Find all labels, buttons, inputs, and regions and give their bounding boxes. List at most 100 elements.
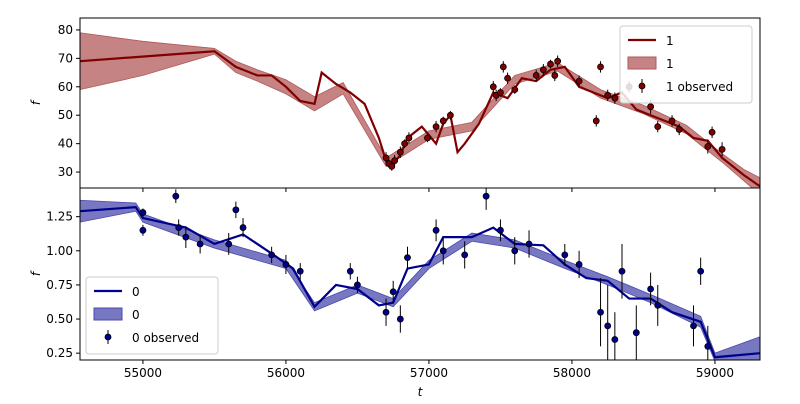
x-tick-label: 56000 [267,366,305,380]
legend-label: 0 [132,285,140,299]
observed-point [182,233,190,241]
confidence-band [80,199,760,360]
legend-marker [638,82,646,90]
observed-point [482,192,490,200]
observed-point [268,251,276,259]
observed-point [446,111,454,119]
observed-point [554,57,562,65]
observed-point [697,267,705,275]
observed-point [196,240,204,248]
observed-point [632,329,640,337]
observed-point [172,192,180,200]
legend-label: 1 [666,34,674,48]
observed-point [575,261,583,268]
observed-point [690,322,697,330]
y-axis-label: f [29,99,43,105]
observed-point [396,148,404,156]
observed-point [175,224,183,231]
observed-point [532,72,540,79]
observed-point [597,63,604,71]
legend-label: 1 [666,57,674,71]
observed-point [511,86,519,94]
observed-point [139,226,147,234]
legend-label: 0 [132,308,140,322]
observed-point [604,91,612,99]
observed-point [497,226,504,234]
observed-point [525,240,533,248]
legend-label: 1 observed [666,80,733,94]
observed-point [401,140,409,148]
legend-box [619,25,753,104]
legend-box [85,276,219,355]
legend-patch [627,56,657,70]
y-tick-label: 50 [58,108,73,122]
observed-point [225,240,233,248]
legend-patch [93,307,123,321]
observed-point [547,60,554,68]
observed-point [654,301,662,309]
observed-point [611,336,619,343]
observed-point [391,157,399,165]
observed-point [346,267,354,275]
observed-point [668,117,676,125]
observed-point [647,103,654,111]
y-tick-label: 0.75 [46,278,73,292]
observed-point [604,322,612,330]
observed-point [389,288,397,296]
observed-point [704,342,712,350]
observed-point [561,251,569,259]
observed-point [718,145,726,153]
observed-point [489,83,497,91]
observed-point [499,63,507,71]
observed-point [432,226,440,234]
y-tick-label: 70 [58,51,73,65]
observed-point [404,254,411,262]
observed-point [575,77,583,85]
y-tick-label: 1.00 [46,244,73,258]
axes-frame [79,187,761,361]
observed-point [432,123,440,130]
observed-point [388,162,396,170]
observed-point [382,308,390,316]
y-tick-label: 30 [58,165,73,179]
y-tick-label: 80 [58,23,73,37]
x-axis-label: t [418,385,424,399]
observed-point [647,285,654,293]
observed-point [654,123,662,130]
observed-point [139,209,147,216]
observed-point [396,315,404,323]
y-tick-label: 60 [58,80,73,94]
x-tick-label: 55000 [124,366,162,380]
observed-point [282,261,290,268]
y-tick-label: 0.25 [46,346,73,360]
observed-point [424,134,431,142]
observed-point [439,247,447,255]
observed-point [461,251,469,259]
y-tick-label: 40 [58,137,73,151]
y-tick-label: 1.25 [46,210,73,224]
legend-label: 0 observed [132,331,199,345]
x-tick-label: 57000 [410,366,448,380]
y-axis-label: f [29,270,43,276]
observed-point [618,267,626,275]
observed-point [551,72,559,79]
plot-area [80,188,760,360]
plot-area [80,32,760,188]
observed-point [497,89,504,96]
observed-point [597,308,604,316]
observed-point [239,224,247,231]
x-tick-label: 58000 [553,366,591,380]
y-tick-label: 0.50 [46,312,73,326]
observed-point [511,247,519,255]
observed-point [539,66,547,74]
line [80,205,760,359]
observed-point [592,117,600,125]
legend-marker [104,333,112,341]
observed-point [611,94,619,102]
observed-point [704,143,712,150]
observed-point [675,126,683,133]
observed-point [708,128,716,136]
observed-point [405,134,413,142]
observed-point [354,281,361,289]
